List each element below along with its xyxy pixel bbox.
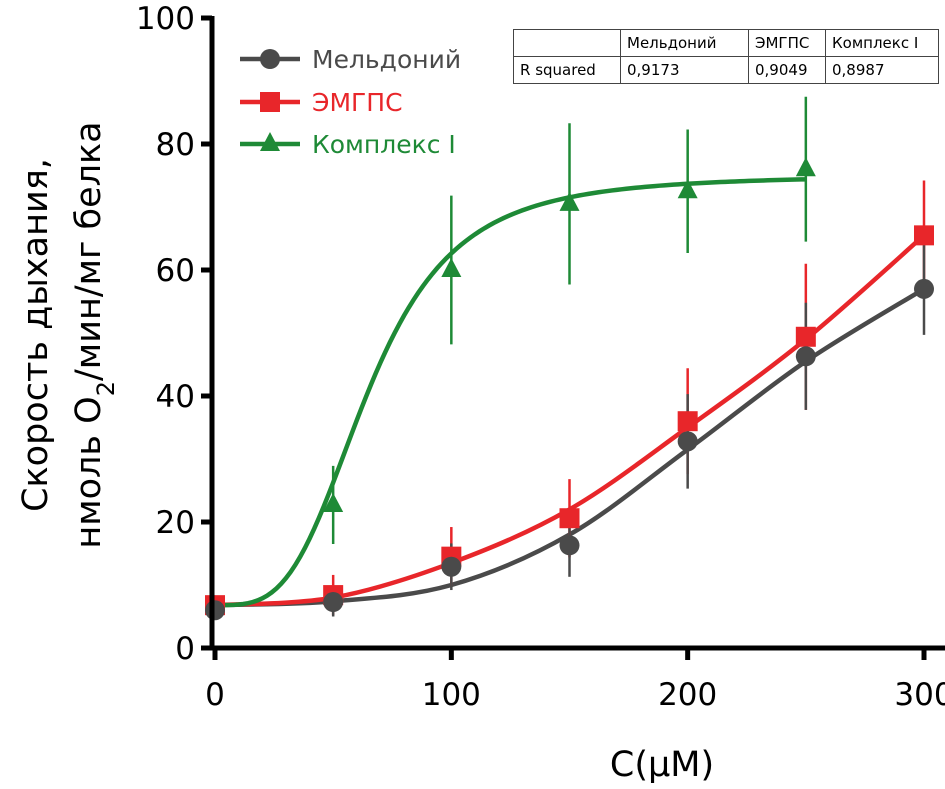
legend: Мельдоний ЭМГПС Комплекс I <box>240 45 461 159</box>
data-point-triangle <box>559 191 580 211</box>
data-point-circle <box>677 431 698 452</box>
table-header-cell <box>513 29 621 57</box>
data-point-circle <box>559 535 580 556</box>
x-axis-title: C(μM) <box>610 745 714 785</box>
data-point-square <box>914 225 934 246</box>
data-point-triangle <box>795 157 816 177</box>
legend-item: Комплекс I <box>240 130 456 159</box>
x-tick-label: 200 <box>658 677 717 713</box>
legend-label: Мельдоний <box>312 45 461 74</box>
table-row-label: R squared <box>513 56 621 84</box>
x-tick-label: 0 <box>205 677 225 713</box>
table-header-cell: Комплекс I <box>825 29 939 57</box>
y-ticks: 0 20 40 60 80 100 <box>136 1 212 667</box>
legend-label: ЭМГПС <box>312 88 403 117</box>
data-point-square <box>559 508 580 529</box>
axes: 0 20 40 60 80 100 0 100 200 300 <box>136 1 945 713</box>
legend-square-icon <box>260 92 280 112</box>
x-tick-label: 300 <box>894 677 945 713</box>
legend-item: Мельдоний <box>240 45 461 74</box>
r-squared-table-row: R squared 0,9173 0,9049 0,8987 <box>513 56 939 84</box>
table-cell: 0,9173 <box>620 56 749 84</box>
legend-label: Комплекс I <box>312 130 456 159</box>
legend-item: ЭМГПС <box>240 88 403 117</box>
table-cell: 0,9049 <box>748 56 826 84</box>
y-tick-label: 80 <box>156 127 195 163</box>
table-cell: 0,8987 <box>825 56 939 84</box>
table-header-cell: Мельдоний <box>620 29 749 57</box>
y-axis-title-line1: Скорость дыхания, <box>16 158 56 512</box>
data-point-circle <box>795 346 816 367</box>
x-tick-label: 100 <box>422 677 481 713</box>
y-tick-label: 60 <box>156 253 195 289</box>
y-axis-title-line2: нмоль O2/мин/мг белка <box>69 121 120 548</box>
r-squared-table: Мельдоний ЭМГПС Комплекс I R squared 0,9… <box>513 29 939 84</box>
legend-circle-icon <box>260 49 280 69</box>
y-axis-title: Скорость дыхания, нмоль O2/мин/мг белка <box>16 121 120 548</box>
data-point-square <box>677 411 698 432</box>
data-point-circle <box>914 278 934 299</box>
legend-triangle-icon <box>260 132 280 151</box>
data-point-triangle <box>677 179 698 199</box>
data-point-circle <box>323 592 344 613</box>
data-point-triangle <box>323 492 344 512</box>
y-tick-label: 20 <box>156 505 195 541</box>
data-point-triangle <box>441 258 462 277</box>
data-point-circle <box>441 556 462 577</box>
y-tick-label: 40 <box>156 379 195 415</box>
x-ticks: 0 100 200 300 <box>205 648 945 713</box>
fit-curve-triangle <box>214 177 806 608</box>
data-point-circle <box>205 600 225 621</box>
y-tick-label: 100 <box>136 1 195 37</box>
table-header-cell: ЭМГПС <box>748 29 826 57</box>
data-markers <box>205 157 934 621</box>
r-squared-table-header: Мельдоний ЭМГПС Комплекс I <box>513 29 939 57</box>
data-point-square <box>795 326 816 347</box>
y-tick-label: 0 <box>175 631 195 667</box>
